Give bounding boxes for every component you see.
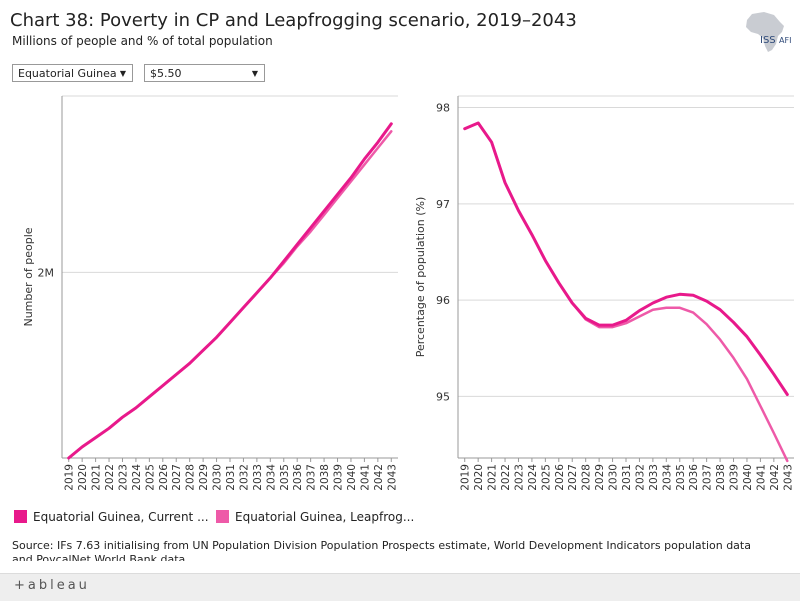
source-note: Source: IFs 7.63 initialising from UN Po… <box>12 539 751 561</box>
people-xtick-2023: 2023 <box>117 464 129 491</box>
people-xtick-2033: 2033 <box>252 464 264 491</box>
percent-xtick-2022: 2022 <box>500 464 512 491</box>
percent-xtick-2029: 2029 <box>594 464 606 491</box>
percent-xtick-2040: 2040 <box>742 464 754 491</box>
percent-ytick-97: 97 <box>436 198 450 211</box>
percent-xtick-2043: 2043 <box>782 464 794 491</box>
people-xtick-2026: 2026 <box>158 464 170 491</box>
issafi-logo: ISS AFI <box>746 12 791 52</box>
percent-xtick-2031: 2031 <box>621 464 633 491</box>
people-xtick-2040: 2040 <box>346 464 358 491</box>
percent-xtick-2027: 2027 <box>567 464 579 491</box>
chart-title: Chart 38: Poverty in CP and Leapfrogging… <box>10 10 577 31</box>
chart-subtitle: Millions of people and % of total popula… <box>12 34 273 48</box>
legend-item-leapfrogging[interactable]: Equatorial Guinea, Leapfrog... <box>216 510 414 524</box>
threshold-select-value: $5.50 <box>150 67 182 80</box>
people-xtick-2031: 2031 <box>225 464 237 491</box>
percent-xtick-2023: 2023 <box>513 464 525 491</box>
percent-xtick-2042: 2042 <box>769 464 781 491</box>
legend-item-current-path[interactable]: Equatorial Guinea, Current ... <box>14 510 209 524</box>
people-xtick-2041: 2041 <box>359 464 371 491</box>
people-xtick-2036: 2036 <box>292 464 304 491</box>
legend-label: Equatorial Guinea, Current ... <box>33 510 209 524</box>
percent-xtick-2036: 2036 <box>688 464 700 491</box>
percent-series-current-path <box>463 121 789 396</box>
percent-xtick-2034: 2034 <box>661 464 673 491</box>
people-xtick-2024: 2024 <box>131 464 143 491</box>
percent-xtick-2039: 2039 <box>729 464 741 491</box>
people-xtick-2042: 2042 <box>373 464 385 491</box>
people-series-current-path <box>67 122 393 460</box>
people-xtick-2030: 2030 <box>212 464 224 491</box>
people-xtick-2028: 2028 <box>185 464 197 491</box>
percent-series-leapfrogging <box>463 121 789 463</box>
country-select-value: Equatorial Guinea <box>18 67 117 80</box>
logo-subtext: AFI <box>779 36 791 45</box>
percent-xtick-2032: 2032 <box>634 464 646 491</box>
people-xtick-2038: 2038 <box>319 464 331 491</box>
percent-xtick-2041: 2041 <box>755 464 767 491</box>
chevron-down-icon: ▼ <box>251 69 258 78</box>
legend-swatch <box>216 510 229 523</box>
percent-xtick-2038: 2038 <box>715 464 727 491</box>
people-xtick-2021: 2021 <box>91 464 103 491</box>
percent-xtick-2019: 2019 <box>460 464 472 491</box>
people-xtick-2020: 2020 <box>77 464 89 491</box>
percent-xtick-2035: 2035 <box>675 464 687 491</box>
chevron-down-icon: ▼ <box>119 69 126 78</box>
percent-ytick-98: 98 <box>436 102 450 115</box>
people-ytick-2M: 2M <box>38 266 55 279</box>
percent-xtick-2026: 2026 <box>554 464 566 491</box>
tableau-logo[interactable]: +ableau <box>14 578 90 593</box>
people-xtick-2019: 2019 <box>64 464 76 491</box>
tableau-footer: +ableau <box>0 573 800 601</box>
legend-label: Equatorial Guinea, Leapfrog... <box>235 510 415 524</box>
people-xtick-2022: 2022 <box>104 464 116 491</box>
percent-xtick-2033: 2033 <box>648 464 660 491</box>
people-xtick-2035: 2035 <box>279 464 291 491</box>
people-ylabel: Number of people <box>22 227 35 326</box>
country-select[interactable]: Equatorial Guinea ▼ <box>12 64 133 82</box>
percent-xtick-2024: 2024 <box>527 464 539 491</box>
threshold-select[interactable]: $5.50 ▼ <box>144 64 265 82</box>
people-xtick-2032: 2032 <box>238 464 250 491</box>
percent-xtick-2037: 2037 <box>702 464 714 491</box>
logo-text: ISS <box>760 35 776 46</box>
people-xtick-2029: 2029 <box>198 464 210 491</box>
people-xtick-2025: 2025 <box>144 464 156 491</box>
percent-ylabel: Percentage of population (%) <box>414 197 427 358</box>
people-xtick-2034: 2034 <box>265 464 277 491</box>
people-xtick-2039: 2039 <box>333 464 345 491</box>
percent-ytick-95: 95 <box>436 390 450 403</box>
people-xtick-2043: 2043 <box>386 464 398 491</box>
percent-xtick-2021: 2021 <box>487 464 499 491</box>
legend-swatch <box>14 510 27 523</box>
percent-xtick-2028: 2028 <box>581 464 593 491</box>
percent-xtick-2020: 2020 <box>473 464 485 491</box>
percent-xtick-2025: 2025 <box>540 464 552 491</box>
people-xtick-2027: 2027 <box>171 464 183 491</box>
percent-xtick-2030: 2030 <box>608 464 620 491</box>
percent-ytick-96: 96 <box>436 294 450 307</box>
africa-silhouette <box>746 12 784 52</box>
people-xtick-2037: 2037 <box>306 464 318 491</box>
